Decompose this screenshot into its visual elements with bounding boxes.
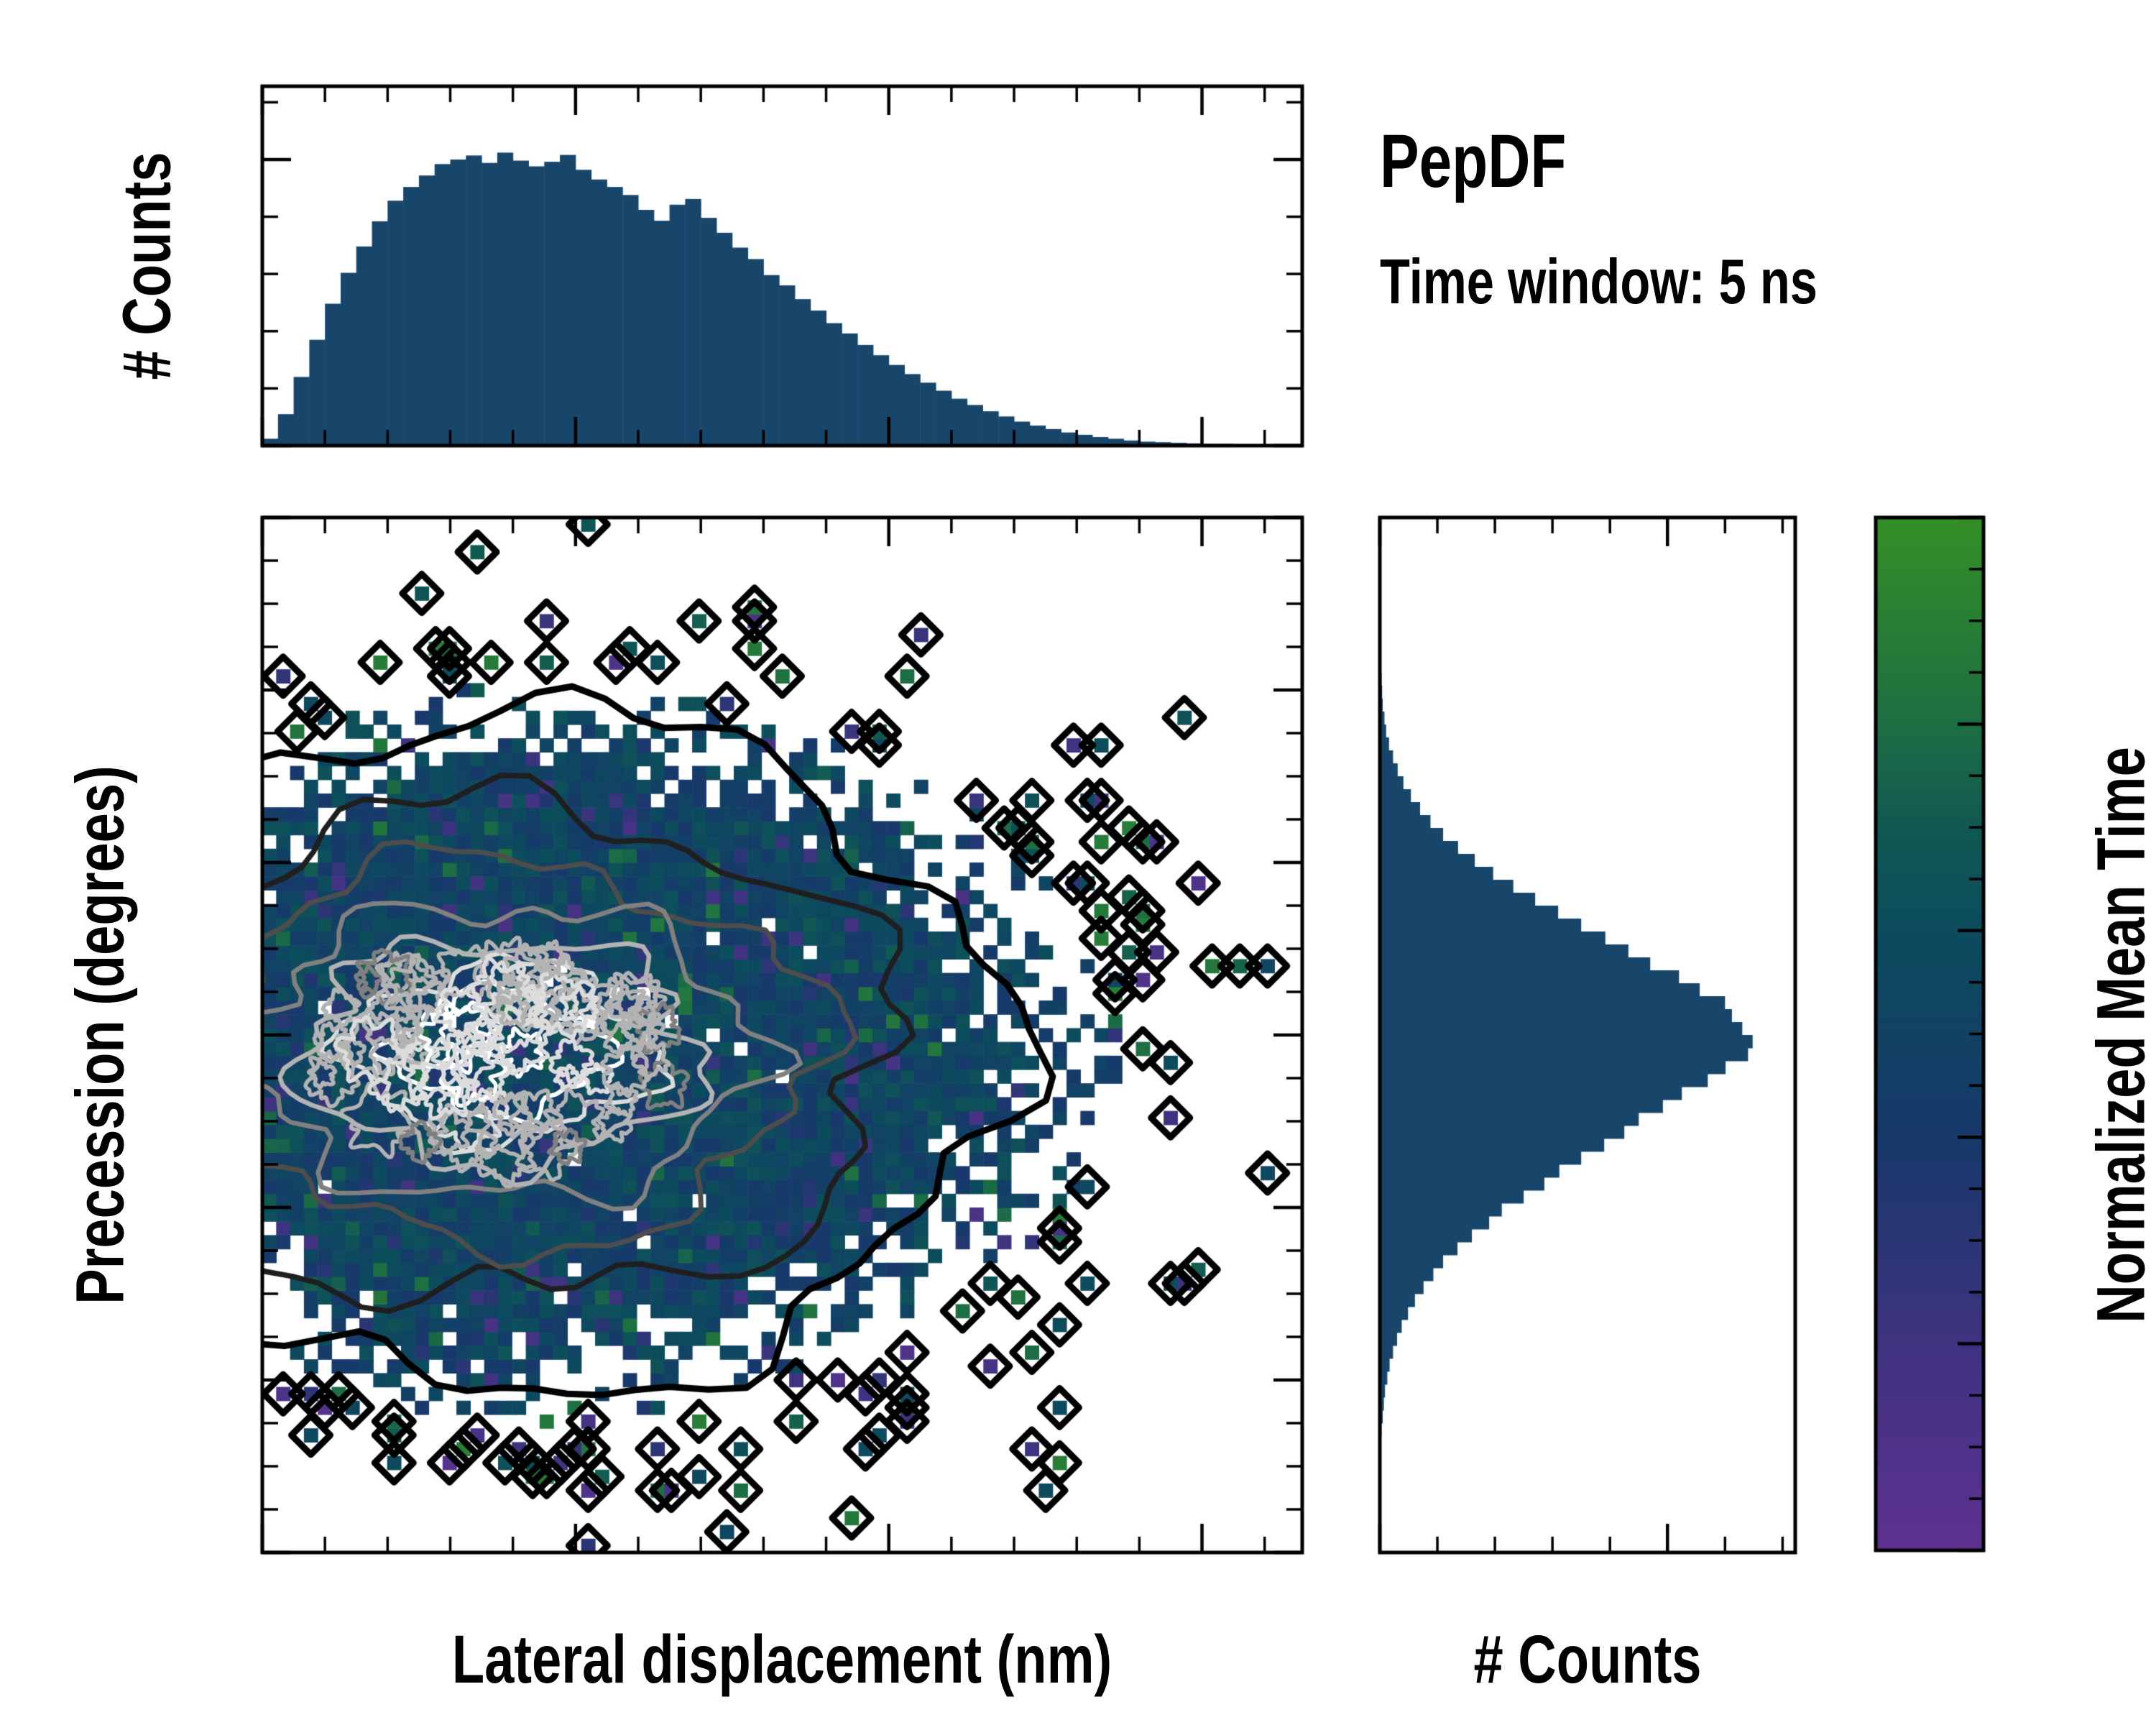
figure-title: PepDF [1380,119,1567,203]
right-hist-xlabel: # Counts [1473,1622,1702,1698]
main-ylabel: Precession (degrees) [62,765,139,1305]
colorbar-label: Normalized Mean Time [2083,747,2156,1323]
figure-subtitle: Time window: 5 ns [1380,246,1818,317]
top-hist-ylabel: # Counts [109,152,185,380]
main-xlabel: Lateral displacement (nm) [451,1622,1112,1698]
